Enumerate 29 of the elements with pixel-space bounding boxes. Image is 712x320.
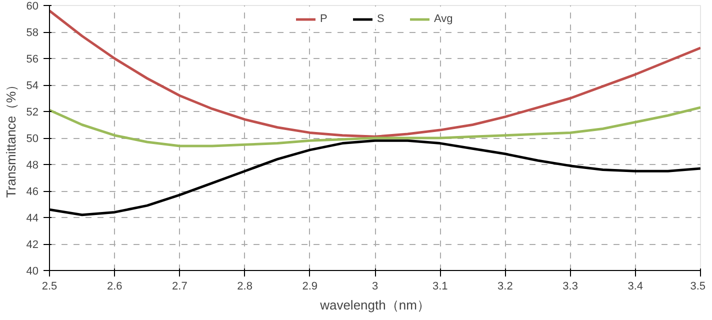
y-tick-label: 48 [26,160,39,172]
x-tick-label: 3.3 [562,280,578,292]
y-axis-title: Transmittance（%） [3,78,18,198]
legend-label: Avg [434,13,454,25]
x-tick-label: 3.5 [690,280,706,292]
line-series [50,106,700,148]
x-tick-label: 3.1 [432,280,448,292]
legend-label: P [320,13,328,25]
y-tick-label: 56 [26,54,39,66]
y-tick-label: 60 [26,0,39,12]
y-tick-label: 58 [26,27,39,39]
y-tick-label: 44 [26,212,39,224]
x-tick-label: 2.8 [237,280,252,292]
y-tick-label: 40 [26,266,39,278]
y-tick-label: 46 [26,186,39,198]
x-tick-label: 2.9 [302,280,318,292]
y-tick-label: 42 [26,239,39,251]
x-tick-label: 3.4 [628,280,644,292]
x-tick-label: 2.7 [172,280,188,292]
legend-label: S [377,13,386,25]
x-tick-label: 3 [372,280,378,292]
x-tick-label: 2.6 [106,280,122,292]
x-tick-label: 3.2 [498,280,513,292]
x-tick-label: 2.5 [42,280,58,292]
line-series [50,10,700,138]
y-tick-label: 52 [26,106,39,118]
y-tick-label: 50 [26,133,39,145]
y-tick-label: 54 [26,80,39,92]
x-axis-title: wavelength（nm） [319,298,430,312]
